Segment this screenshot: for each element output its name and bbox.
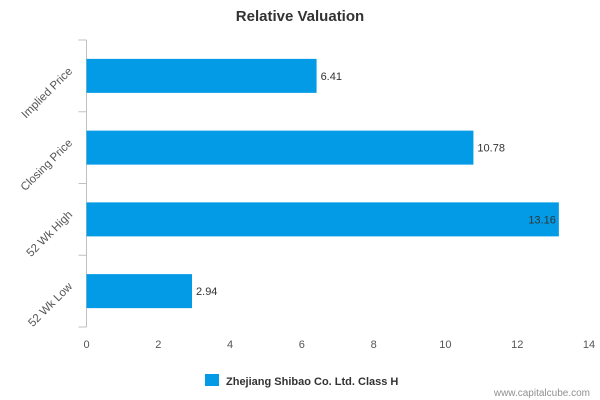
bar-implied-price[interactable] [86, 58, 317, 93]
legend-swatch [205, 374, 219, 386]
x-axis-tick-labels: 0 2 4 6 8 10 12 14 [83, 339, 595, 351]
x-tick-label: 0 [83, 339, 89, 351]
y-axis-ticks [78, 39, 87, 328]
x-tick-label: 10 [439, 339, 451, 351]
legend-label: Zhejiang Shibao Co. Ltd. Class H [226, 376, 398, 388]
source-credit: www.capitalcube.com [493, 388, 590, 399]
bar-group: 6.41 10.78 13.16 2.94 [86, 58, 559, 309]
x-tick-label: 14 [583, 339, 595, 351]
x-tick-label: 2 [155, 339, 161, 351]
bar-52-wk-high[interactable] [86, 202, 559, 237]
category-label-52-wk-low: 52 Wk Low [26, 280, 75, 329]
x-tick-label: 4 [227, 339, 233, 351]
bar-closing-price[interactable] [86, 130, 474, 165]
category-label-implied-price: Implied Price [20, 66, 75, 121]
data-label-implied-price: 6.41 [321, 71, 342, 83]
x-tick-label: 8 [371, 339, 377, 351]
legend[interactable]: Zhejiang Shibao Co. Ltd. Class H [205, 374, 398, 388]
category-label-closing-price: Closing Price [19, 137, 75, 193]
data-label-52-wk-high: 13.16 [528, 214, 556, 226]
category-labels: Implied Price Closing Price 52 Wk High 52 W… [19, 66, 76, 330]
x-tick-label: 12 [511, 339, 523, 351]
data-label-closing-price: 10.78 [477, 143, 505, 155]
bar-52-wk-low[interactable] [86, 274, 193, 309]
category-label-52-wk-high: 52 Wk High [25, 209, 76, 260]
x-tick-label: 6 [299, 339, 305, 351]
chart-title: Relative Valuation [236, 8, 364, 25]
data-label-52-wk-low: 2.94 [196, 286, 217, 298]
